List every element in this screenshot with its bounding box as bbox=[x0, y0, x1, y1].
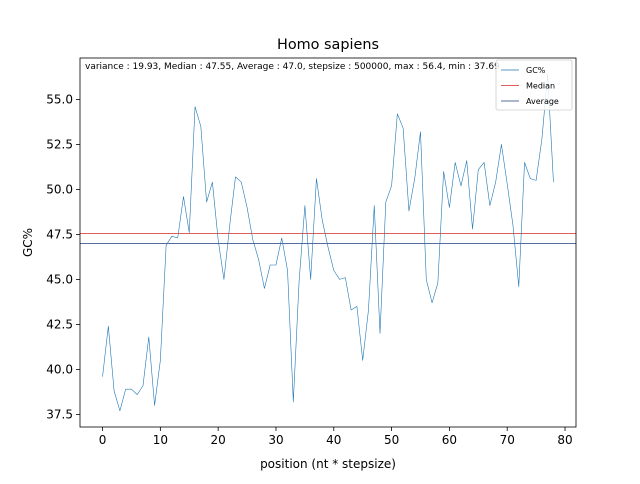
plot-area bbox=[80, 58, 576, 427]
y-tick-label: 47.5 bbox=[46, 228, 73, 242]
ticks-group: 0 10 20 30 40 50 60 70 80 37.5 40.0 42.5 45.0 47.5 50.… bbox=[46, 93, 572, 447]
stats-annotation: variance : 19.93, Median : 47.55, Averag… bbox=[85, 62, 500, 72]
y-tick-label: 42.5 bbox=[46, 318, 73, 332]
legend-entry: GC% bbox=[526, 66, 546, 75]
y-tick-label: 40.0 bbox=[46, 363, 73, 377]
x-axis-label: position (nt * stepsize) bbox=[260, 457, 396, 471]
y-tick-label: 50.0 bbox=[46, 183, 73, 197]
legend-entry: Average bbox=[526, 97, 559, 106]
x-tick-label: 80 bbox=[557, 433, 572, 447]
chart-title: Homo sapiens bbox=[277, 37, 379, 53]
y-tick-label: 55.0 bbox=[46, 93, 73, 107]
x-tick-label: 70 bbox=[500, 433, 515, 447]
x-tick-label: 30 bbox=[268, 433, 283, 447]
legend-entry: Median bbox=[526, 82, 555, 91]
x-tick-label: 60 bbox=[442, 433, 457, 447]
x-tick-label: 50 bbox=[384, 433, 399, 447]
x-tick-label: 10 bbox=[153, 433, 168, 447]
x-tick-label: 0 bbox=[99, 433, 107, 447]
gc-series-line bbox=[102, 73, 554, 412]
y-tick-label: 37.5 bbox=[46, 408, 73, 422]
y-tick-label: 45.0 bbox=[46, 273, 73, 287]
legend-box bbox=[495, 59, 573, 111]
axes-frame bbox=[79, 57, 577, 428]
plot-lines-group bbox=[80, 73, 576, 412]
legend: GC% Median Average bbox=[495, 59, 573, 111]
x-tick-label: 40 bbox=[326, 433, 341, 447]
y-tick-label: 52.5 bbox=[46, 138, 73, 152]
y-axis-label: GC% bbox=[21, 228, 35, 257]
x-tick-label: 20 bbox=[211, 433, 226, 447]
